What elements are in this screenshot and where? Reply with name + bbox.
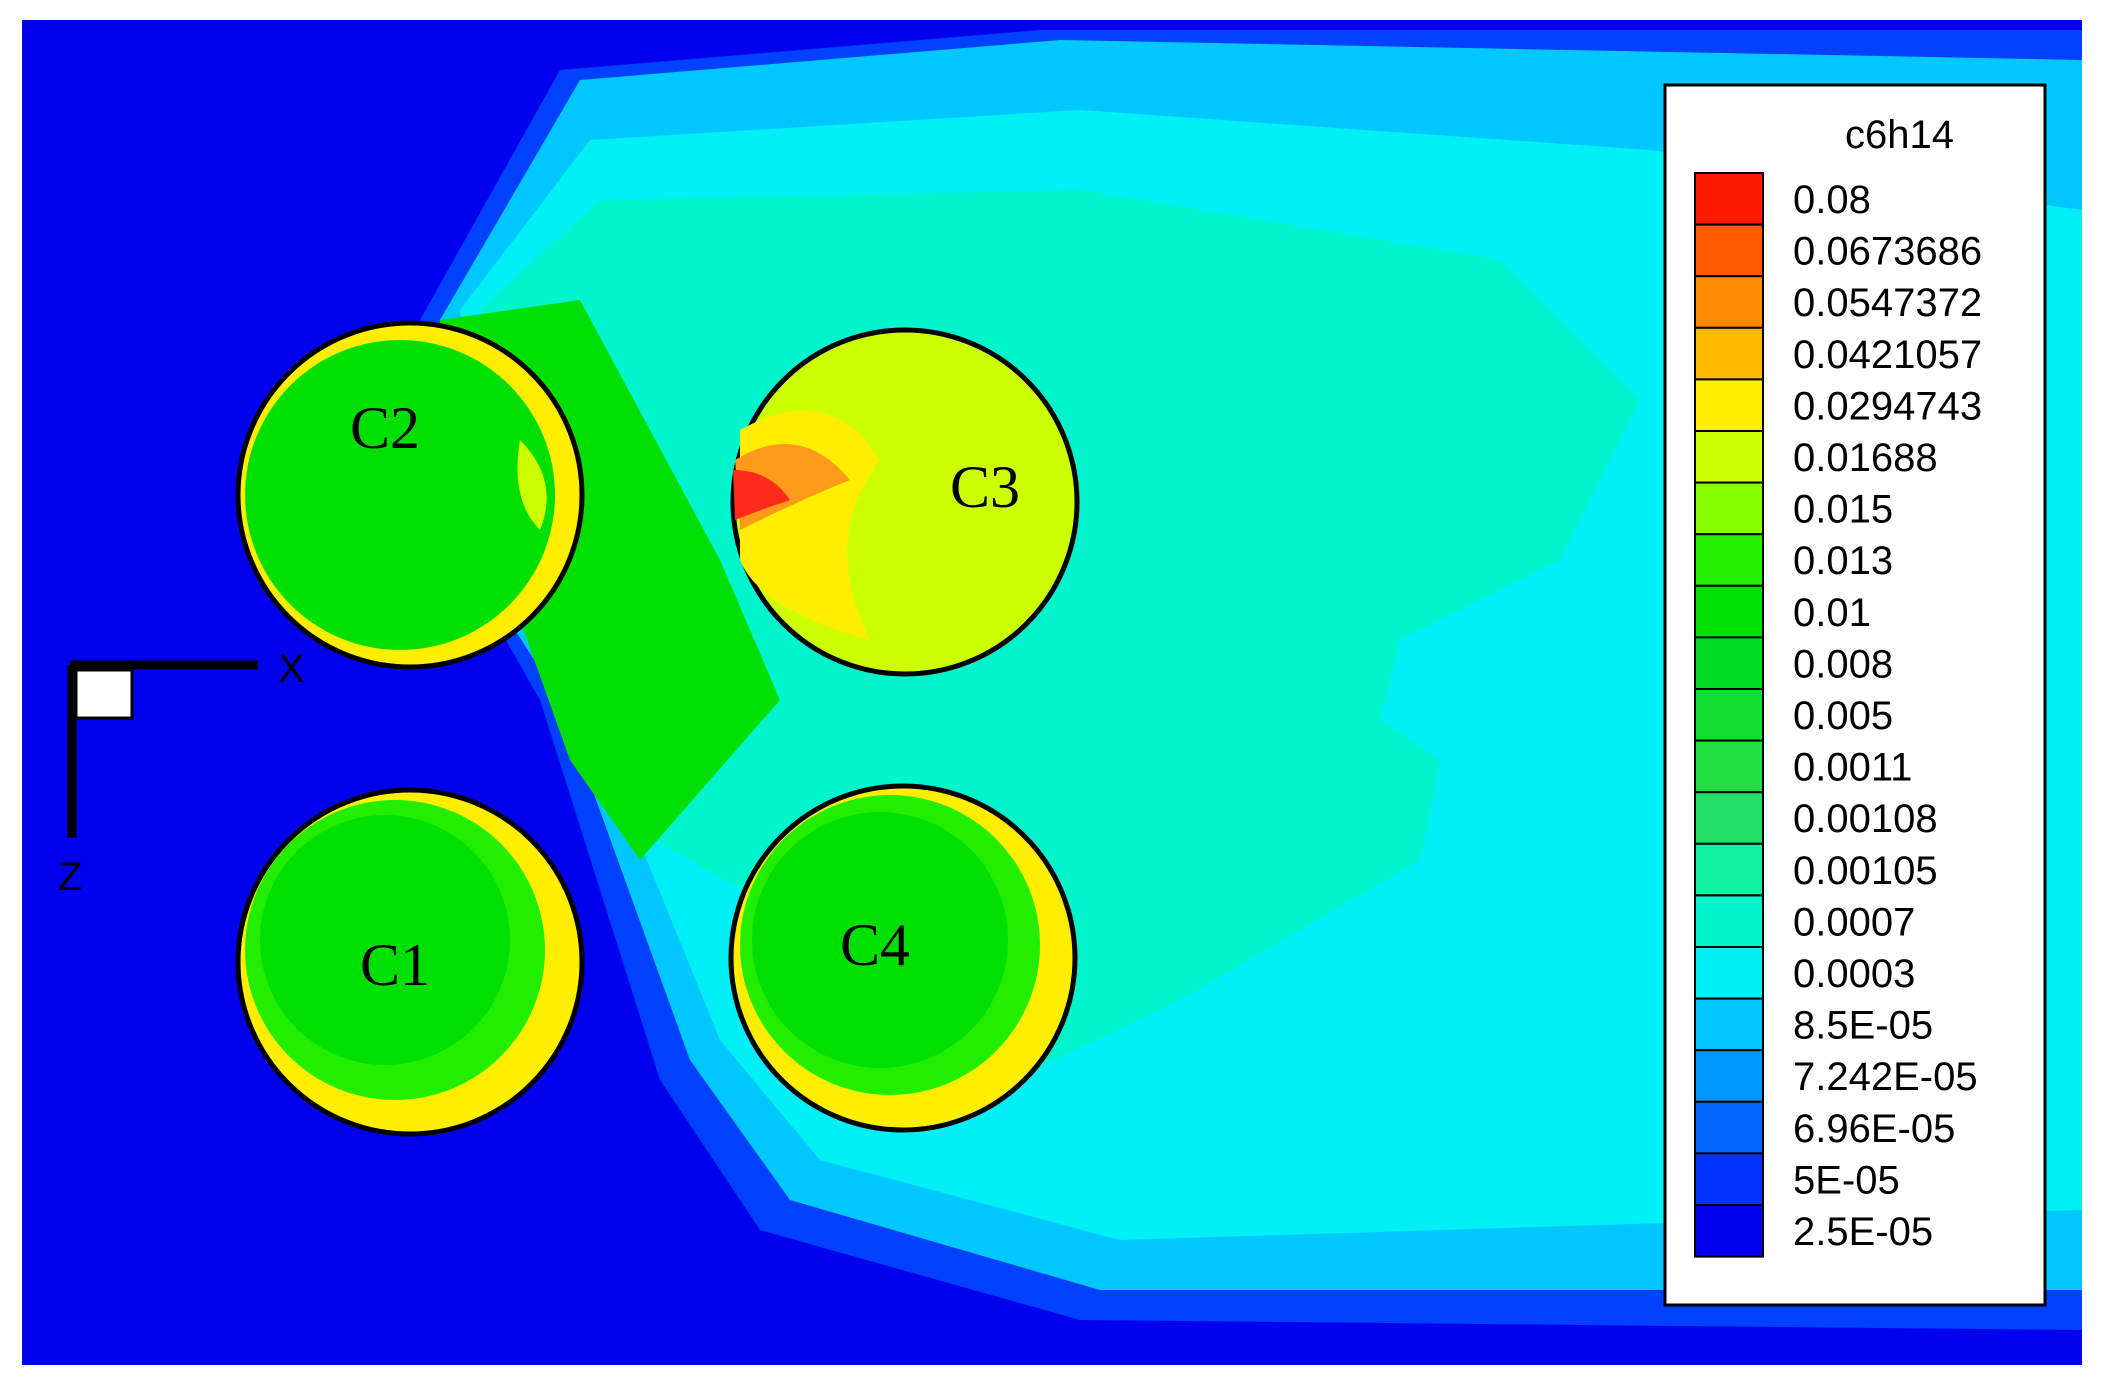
legend-swatch — [1694, 481, 1764, 536]
tank-label-c2: C2 — [350, 395, 420, 461]
legend-swatch — [1694, 946, 1764, 1000]
legend-swatch — [1694, 894, 1764, 949]
legend-tick-label: 0.0003 — [1793, 952, 1915, 996]
legend-swatch — [1694, 688, 1764, 742]
legend-tick-label: 6.96E-05 — [1793, 1107, 1955, 1151]
legend-swatch — [1694, 636, 1764, 691]
legend-swatch — [1694, 842, 1764, 897]
tank-c4: C4 — [728, 783, 1078, 1133]
legend-tick-label: 2.5E-05 — [1793, 1210, 1933, 1254]
axis-origin-box — [74, 668, 134, 720]
tank-c2: C2 — [235, 320, 585, 670]
legend-tick-label: 0.00108 — [1793, 797, 1938, 841]
legend-swatch — [1694, 275, 1764, 329]
legend-swatch — [1694, 1204, 1764, 1258]
legend-tick-label: 0.008 — [1793, 642, 1893, 686]
legend-swatch — [1694, 739, 1764, 794]
legend-tick-label: 0.005 — [1793, 694, 1893, 738]
color-legend: c6h14 0.080.06736860.05473720.04210570.0… — [1663, 83, 2047, 1307]
legend-tick-label: 0.00105 — [1793, 849, 1938, 893]
legend-swatch — [1694, 1152, 1764, 1207]
legend-swatch — [1694, 997, 1764, 1052]
tank-label-c1: C1 — [360, 932, 430, 998]
axis-indicator: X Z — [58, 647, 305, 899]
tank-label-c3: C3 — [950, 454, 1020, 520]
legend-swatch — [1694, 378, 1764, 432]
tank-c1: C1 — [235, 787, 585, 1137]
x-axis-label: X — [278, 647, 305, 691]
legend-tick-label: 8.5E-05 — [1793, 1004, 1933, 1048]
legend-tick-label: 0.015 — [1793, 488, 1893, 532]
legend-entries: 0.08 0.0673686 0.0547372 0.0421057 0.0294743… — [1694, 172, 1982, 1258]
legend-swatch — [1694, 533, 1764, 587]
legend-swatch — [1694, 326, 1764, 381]
z-axis-label: Z — [58, 855, 82, 899]
legend-tick-label: 0.0294743 — [1793, 384, 1982, 428]
legend-tick-label: 0.0007 — [1793, 900, 1915, 944]
legend-tick-label: 0.0421057 — [1793, 333, 1982, 377]
legend-tick-label: 0.0673686 — [1793, 230, 1982, 274]
legend-tick-label: 0.01688 — [1793, 436, 1938, 480]
legend-swatch — [1694, 172, 1764, 226]
legend-swatch — [1694, 430, 1764, 484]
legend-tick-label: 7.242E-05 — [1793, 1055, 1978, 1099]
legend-swatch — [1694, 584, 1764, 639]
legend-tick-label: 0.0547372 — [1793, 281, 1982, 325]
legend-tick-label: 0.01 — [1793, 591, 1871, 635]
legend-tick-label: 0.013 — [1793, 539, 1893, 583]
legend-tick-label: 0.08 — [1793, 178, 1871, 222]
legend-swatch — [1694, 791, 1764, 845]
tank-c3: C3 — [730, 327, 1080, 677]
tank-label-c4: C4 — [840, 912, 910, 978]
legend-tick-label: 0.0011 — [1793, 746, 1912, 790]
legend-swatch — [1694, 1049, 1764, 1103]
legend-swatch — [1694, 223, 1764, 278]
legend-tick-label: 5E-05 — [1793, 1158, 1900, 1202]
legend-swatch — [1694, 1100, 1764, 1155]
legend-title: c6h14 — [1845, 113, 1954, 157]
